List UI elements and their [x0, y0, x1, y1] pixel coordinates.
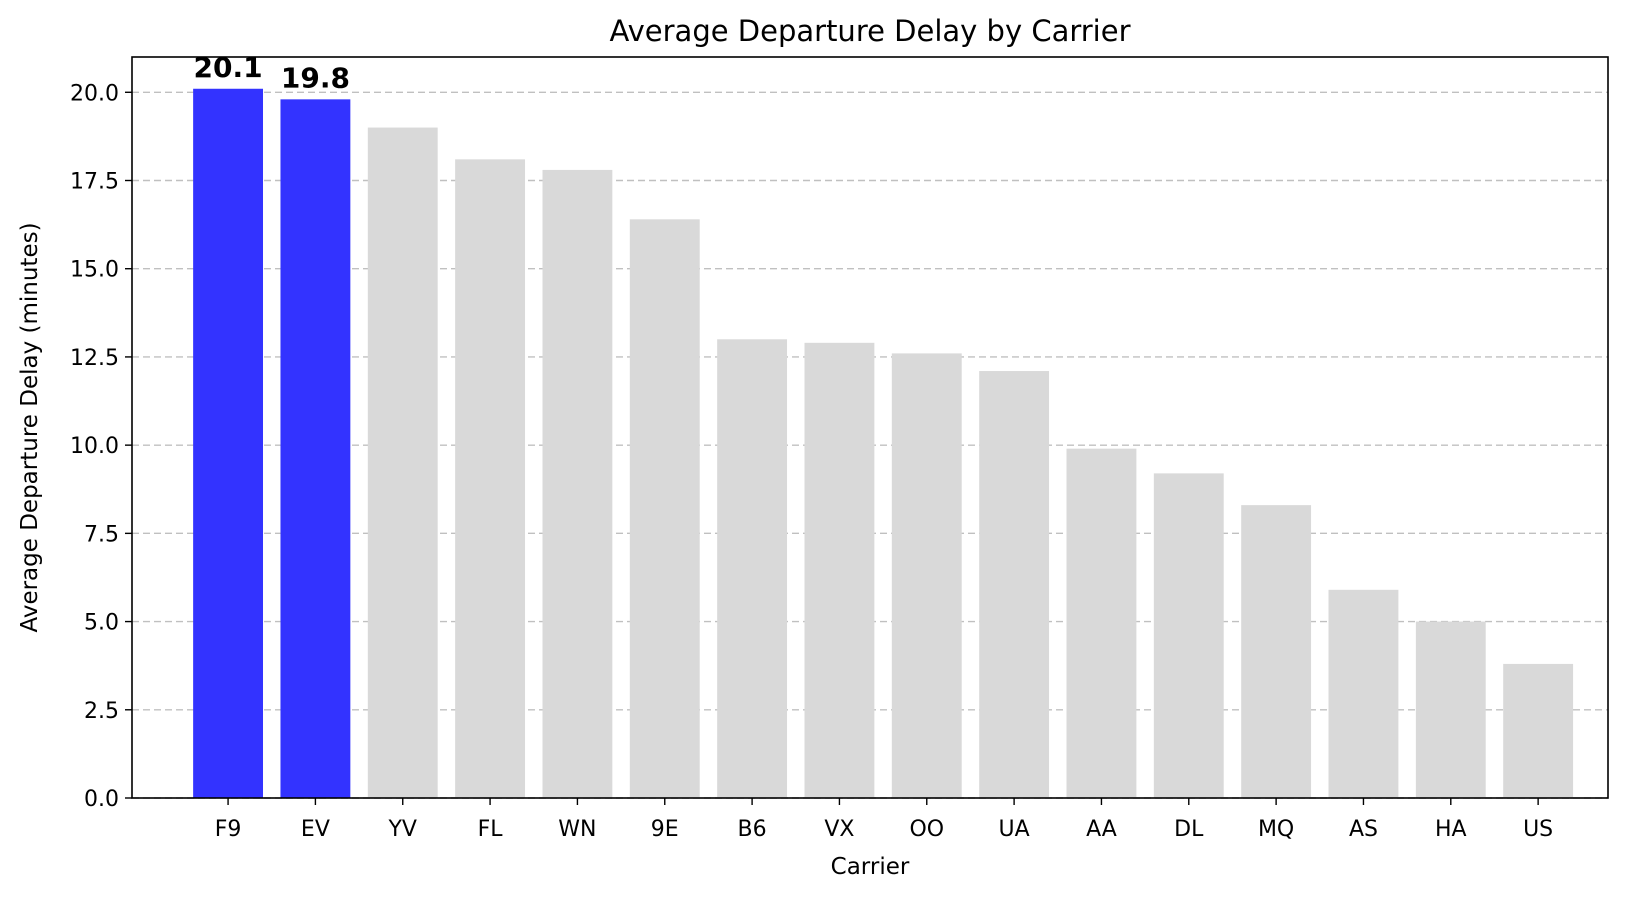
y-tick-label: 2.5	[84, 699, 119, 724]
x-tick-label: UA	[999, 817, 1030, 842]
y-tick-label: 0.0	[84, 787, 119, 812]
x-tick-label: FL	[478, 817, 504, 842]
bar-mq	[1241, 505, 1312, 798]
x-tick-label: B6	[738, 817, 767, 842]
x-tick-label: EV	[301, 817, 330, 842]
x-tick-label: WN	[558, 817, 596, 842]
bar-aa	[1066, 448, 1137, 798]
bar-fl	[455, 159, 526, 799]
bar-oo	[891, 353, 962, 798]
bar-9e	[629, 219, 700, 799]
y-tick-label: 5.0	[84, 611, 119, 636]
y-tick-label: 20.0	[70, 81, 119, 106]
y-axis-ticks: 0.0 2.5 5.0 7.5 10.0 12.5 15.0 17.5 20.0	[70, 81, 132, 812]
bar-us	[1503, 663, 1574, 798]
bar-b6	[717, 339, 788, 798]
y-tick-label: 15.0	[70, 258, 119, 283]
x-tick-label: US	[1523, 817, 1553, 842]
y-tick-label: 7.5	[84, 522, 119, 547]
bar-ev	[280, 99, 351, 799]
bar-yv	[367, 127, 438, 799]
x-axis-ticks: F9 EV YV FL WN 9E B6 VX OO UA AA DL MQ AS HA US	[215, 798, 1553, 842]
bars	[193, 88, 1574, 799]
plot-frame	[131, 56, 1609, 799]
x-tick-label: 9E	[651, 817, 679, 842]
y-tick-label: 17.5	[70, 170, 119, 195]
bar-vx	[804, 342, 875, 798]
bar-wn	[542, 169, 613, 798]
bar-dl	[1153, 473, 1224, 798]
x-tick-label: HA	[1435, 817, 1467, 842]
x-tick-label: VX	[824, 817, 854, 842]
x-tick-label: F9	[215, 817, 242, 842]
bar-ha	[1415, 621, 1486, 798]
y-tick-label: 10.0	[70, 434, 119, 459]
x-tick-label: YV	[387, 817, 417, 842]
data-labels: 20.1 19.8	[194, 51, 350, 95]
x-tick-label: AS	[1349, 817, 1378, 842]
data-label: 19.8	[281, 61, 350, 94]
bar-as	[1328, 589, 1399, 798]
bar-f9	[193, 88, 264, 798]
bar-ua	[979, 371, 1050, 798]
y-tick-label: 12.5	[70, 346, 119, 371]
x-tick-label: AA	[1086, 817, 1117, 842]
data-label: 20.1	[194, 51, 263, 84]
x-axis-label: Carrier	[831, 854, 910, 880]
chart-title: Average Departure Delay by Carrier	[609, 14, 1130, 48]
x-tick-label: DL	[1174, 817, 1204, 842]
x-tick-label: OO	[909, 817, 944, 842]
x-tick-label: MQ	[1258, 817, 1294, 842]
y-axis-label: Average Departure Delay (minutes)	[17, 222, 43, 632]
